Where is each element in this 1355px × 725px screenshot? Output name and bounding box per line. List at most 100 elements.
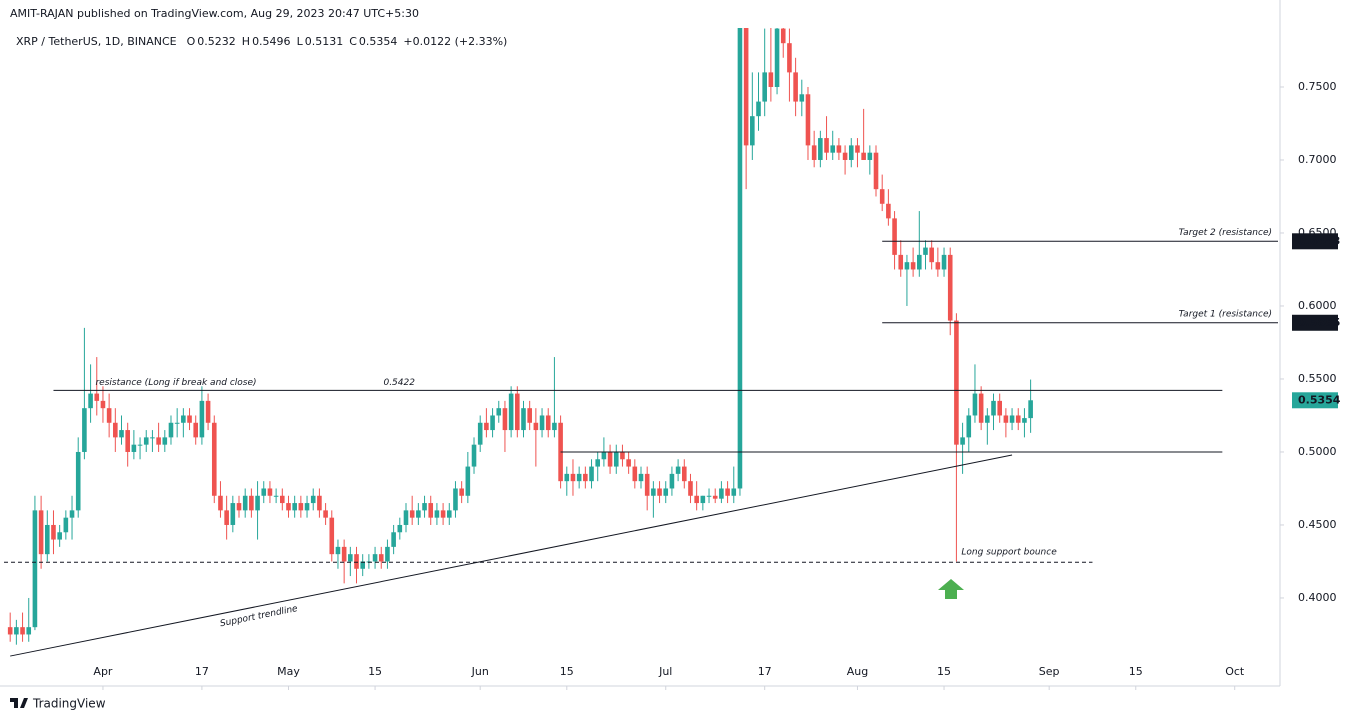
candle-body bbox=[119, 430, 124, 438]
trendline bbox=[10, 454, 1013, 657]
candle-body bbox=[731, 488, 737, 496]
candle-body bbox=[954, 320, 959, 445]
candle-body bbox=[638, 473, 644, 482]
candle-body bbox=[725, 488, 730, 496]
candle-body bbox=[787, 43, 792, 73]
candle-body bbox=[187, 415, 192, 423]
candle-body bbox=[156, 437, 161, 445]
x-tick-label: Jun bbox=[471, 665, 489, 678]
candle-body bbox=[750, 116, 755, 146]
candle-body bbox=[446, 510, 452, 518]
candle-body bbox=[533, 422, 539, 431]
ohlc-value: 0.5131 bbox=[305, 35, 344, 48]
price-badge-label: 0.6443 bbox=[1298, 234, 1340, 247]
candle-body bbox=[150, 437, 155, 439]
candle-body bbox=[706, 495, 712, 497]
candle-body bbox=[644, 473, 650, 496]
candle-body bbox=[453, 488, 458, 511]
x-tick-label: 15 bbox=[560, 665, 574, 678]
candle-body bbox=[354, 554, 359, 569]
candle-body bbox=[867, 152, 873, 160]
candle-body bbox=[898, 254, 904, 270]
candle-body bbox=[793, 72, 798, 102]
candle-body bbox=[137, 444, 143, 446]
candle-body bbox=[181, 415, 186, 423]
x-tick-label: May bbox=[277, 665, 300, 678]
candle-body bbox=[681, 466, 687, 482]
candle-body bbox=[657, 488, 662, 496]
candle-body bbox=[694, 495, 699, 504]
y-tick-label: 0.6000 bbox=[1298, 299, 1337, 312]
candle-body bbox=[626, 459, 631, 467]
candle-body bbox=[162, 437, 168, 445]
candle-body bbox=[38, 510, 44, 555]
candle-body bbox=[292, 503, 297, 511]
x-tick-label: Apr bbox=[93, 665, 113, 678]
candle-body bbox=[613, 451, 619, 467]
candle-body bbox=[409, 510, 415, 518]
change: +0.0122 (+2.33%) bbox=[403, 35, 507, 48]
candle-body bbox=[768, 72, 774, 87]
candle-body bbox=[842, 152, 848, 160]
candle-body bbox=[422, 503, 427, 511]
candle-body bbox=[378, 554, 384, 562]
candle-body bbox=[113, 422, 118, 438]
candle-body bbox=[991, 400, 996, 416]
candle-body bbox=[385, 546, 390, 562]
candle-body bbox=[168, 422, 174, 438]
candle-body bbox=[879, 189, 885, 204]
ohlc-label: C bbox=[349, 35, 357, 48]
candle-body bbox=[341, 546, 347, 562]
candle-body bbox=[397, 524, 403, 533]
candle-body bbox=[564, 473, 570, 482]
candle-body bbox=[743, 28, 749, 146]
logo-text: TradingView bbox=[32, 697, 106, 711]
candle-body bbox=[830, 145, 836, 153]
symbol-title: XRP / TetherUS, 1D, BINANCE bbox=[16, 35, 177, 48]
candle-body bbox=[471, 444, 477, 467]
candle-body bbox=[966, 415, 972, 438]
candle-body bbox=[1015, 415, 1021, 423]
candle-body bbox=[32, 510, 38, 628]
candle-body bbox=[1003, 415, 1009, 423]
candle-body bbox=[545, 415, 551, 431]
candle-body bbox=[886, 203, 891, 219]
candle-body bbox=[51, 524, 56, 540]
candle-body bbox=[199, 400, 205, 438]
candle-body bbox=[688, 481, 693, 496]
candle-body bbox=[811, 145, 817, 160]
candle-body bbox=[69, 510, 75, 518]
candle-body bbox=[774, 28, 780, 87]
x-tick-label: Oct bbox=[1225, 665, 1245, 678]
candle-body bbox=[416, 510, 421, 518]
last-price-badge bbox=[1292, 392, 1338, 409]
candle-body bbox=[484, 422, 489, 431]
candle-body bbox=[224, 510, 229, 525]
candle-body bbox=[515, 393, 520, 431]
candle-body bbox=[861, 152, 866, 160]
candle-body bbox=[663, 488, 669, 496]
candle-body bbox=[236, 503, 242, 511]
candle-body bbox=[7, 627, 13, 635]
price-badge bbox=[1292, 314, 1338, 331]
candle-body bbox=[434, 510, 440, 518]
candle-body bbox=[82, 408, 87, 452]
candle-body bbox=[174, 422, 180, 424]
candle-body bbox=[917, 254, 922, 270]
x-tick-label: 15 bbox=[368, 665, 382, 678]
candle-body bbox=[477, 422, 483, 445]
candle-body bbox=[391, 532, 396, 547]
candle-body bbox=[719, 488, 724, 499]
candle-body bbox=[261, 488, 267, 496]
candle-body bbox=[440, 510, 446, 518]
candle-body bbox=[589, 466, 594, 482]
candle-body bbox=[14, 627, 19, 635]
candle-body bbox=[360, 561, 365, 569]
candle-body bbox=[601, 451, 607, 460]
legend: XRP / TetherUS, 1D, BINANCE O 0.5232 H 0.549… bbox=[16, 35, 507, 48]
logo-icon bbox=[10, 698, 28, 708]
candle-body bbox=[255, 495, 260, 511]
candle-body bbox=[20, 627, 25, 635]
x-tick-label: 17 bbox=[195, 665, 209, 678]
